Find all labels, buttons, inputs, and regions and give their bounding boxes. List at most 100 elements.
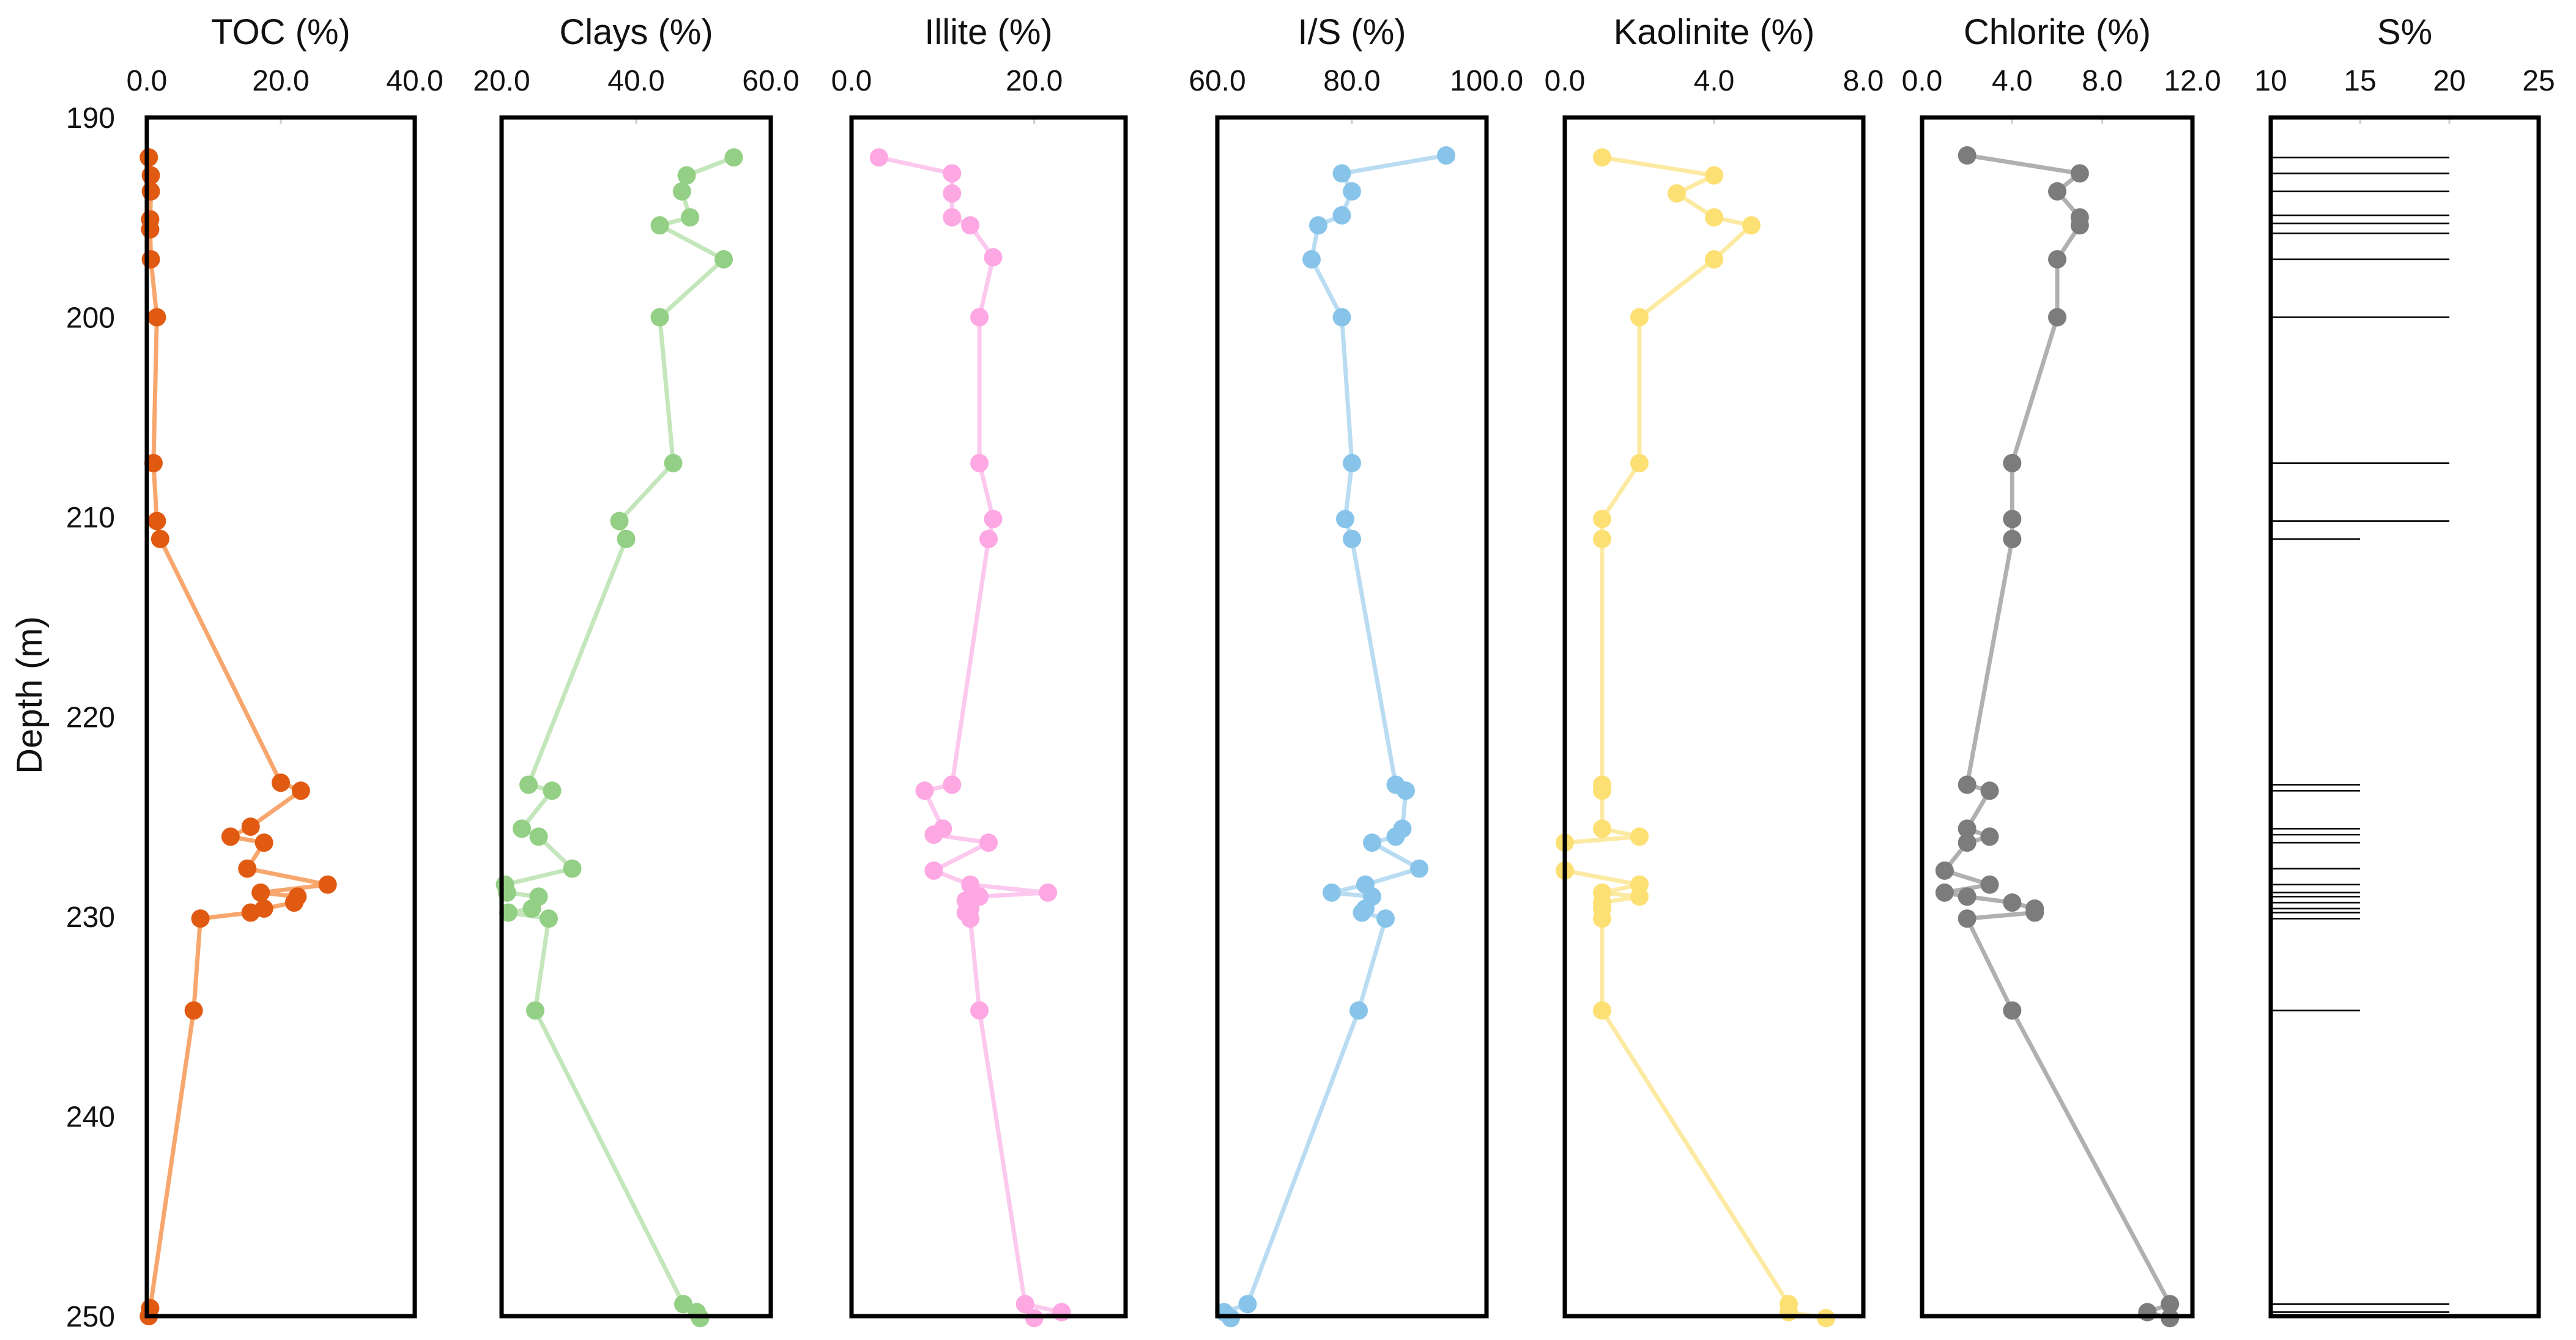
data-point xyxy=(1397,781,1415,800)
data-point xyxy=(1980,781,1999,800)
data-point xyxy=(681,208,699,227)
x-tick-label: 80.0 xyxy=(1323,65,1380,97)
data-point xyxy=(970,1001,989,1020)
data-point xyxy=(1593,819,1611,838)
data-point xyxy=(1343,453,1361,472)
data-point xyxy=(984,248,1003,267)
data-point xyxy=(2048,250,2066,269)
x-tick-label: 8.0 xyxy=(1843,65,1884,97)
data-point xyxy=(1630,827,1649,846)
data-point xyxy=(1980,875,1999,894)
x-tick-label: 40.0 xyxy=(386,65,443,97)
data-point xyxy=(1437,146,1455,165)
series-line-clays xyxy=(503,155,735,1320)
x-tick-label: 0.0 xyxy=(127,65,168,97)
series-line-toc xyxy=(146,157,330,1317)
data-point xyxy=(191,909,210,928)
data-point xyxy=(1958,775,1977,794)
data-point xyxy=(1958,146,1977,165)
data-point xyxy=(272,773,290,792)
data-point xyxy=(2161,1295,2180,1314)
data-point xyxy=(563,859,582,878)
panel-title: Chlorite (%) xyxy=(1964,12,2151,52)
data-point xyxy=(1015,1295,1034,1314)
data-point xyxy=(1593,909,1611,928)
x-tick-label: 4.0 xyxy=(1992,65,2033,97)
data-point xyxy=(924,825,943,844)
x-tick-label: 4.0 xyxy=(1694,65,1735,97)
x-tick-label: 8.0 xyxy=(2082,65,2123,97)
data-point xyxy=(869,148,888,167)
data-point xyxy=(241,903,260,922)
x-tick-label: 60.0 xyxy=(742,65,799,97)
data-point xyxy=(961,909,980,928)
data-point xyxy=(1336,510,1354,529)
data-point xyxy=(943,208,962,227)
data-point xyxy=(1593,510,1611,529)
data-point xyxy=(1376,909,1395,928)
panel-toc: TOC (%) 0.0 20.0 40.0 xyxy=(127,12,444,1325)
data-point xyxy=(1052,1303,1071,1322)
data-point xyxy=(1958,819,1977,838)
data-point xyxy=(1935,861,1954,880)
data-point xyxy=(979,833,998,852)
x-tick-label: 10 xyxy=(2254,65,2287,97)
data-point xyxy=(2003,529,2022,548)
data-point xyxy=(984,510,1003,529)
data-point xyxy=(251,883,270,902)
panel-title: Illite (%) xyxy=(924,12,1052,52)
data-point xyxy=(2003,893,2022,912)
data-point xyxy=(2003,510,2022,529)
data-point xyxy=(540,909,558,928)
data-point xyxy=(979,529,998,548)
data-point xyxy=(961,216,980,235)
data-point xyxy=(915,781,934,800)
data-point xyxy=(1323,883,1341,902)
series-line-kaolinite xyxy=(1562,155,1827,1320)
data-point xyxy=(1935,883,1954,902)
data-point xyxy=(924,861,943,880)
x-tick-label: 0.0 xyxy=(1545,65,1586,97)
data-point xyxy=(2025,903,2044,922)
data-point xyxy=(2138,1303,2157,1322)
data-point xyxy=(1593,148,1611,167)
data-point xyxy=(184,1001,203,1020)
data-point xyxy=(318,875,337,894)
data-point xyxy=(1630,308,1649,327)
data-point xyxy=(1593,1001,1611,1020)
data-point xyxy=(141,220,160,239)
series-line-illite xyxy=(878,155,1064,1320)
data-point xyxy=(1238,1295,1257,1314)
x-tick-label: 20 xyxy=(2433,65,2465,97)
x-tick-label: 20.0 xyxy=(252,65,309,97)
data-point xyxy=(1332,308,1351,327)
data-point xyxy=(2003,1001,2022,1020)
panel-frame xyxy=(2268,115,2541,1319)
data-point xyxy=(543,781,562,800)
data-point xyxy=(1593,781,1611,800)
y-tick-label: 200 xyxy=(66,302,115,335)
data-point xyxy=(241,817,260,836)
data-point xyxy=(724,148,743,167)
data-point xyxy=(1343,182,1361,201)
data-point xyxy=(1668,184,1686,203)
y-tick-label: 210 xyxy=(66,502,115,534)
data-point xyxy=(522,899,541,918)
data-point xyxy=(221,827,240,846)
data-point xyxy=(943,164,962,183)
data-point xyxy=(2070,216,2089,235)
data-point xyxy=(141,182,160,201)
data-point xyxy=(1958,833,1977,852)
data-point xyxy=(526,1001,544,1020)
y-tick-label: 190 xyxy=(66,102,115,135)
x-tick-label: 12.0 xyxy=(2164,65,2221,97)
data-point xyxy=(2070,164,2089,183)
data-point xyxy=(1349,1001,1368,1020)
panel-title: Kaolinite (%) xyxy=(1614,12,1815,52)
data-point xyxy=(970,453,989,472)
panel-title: I/S (%) xyxy=(1297,12,1406,52)
data-point xyxy=(943,775,962,794)
y-tick-label: 250 xyxy=(66,1301,115,1333)
